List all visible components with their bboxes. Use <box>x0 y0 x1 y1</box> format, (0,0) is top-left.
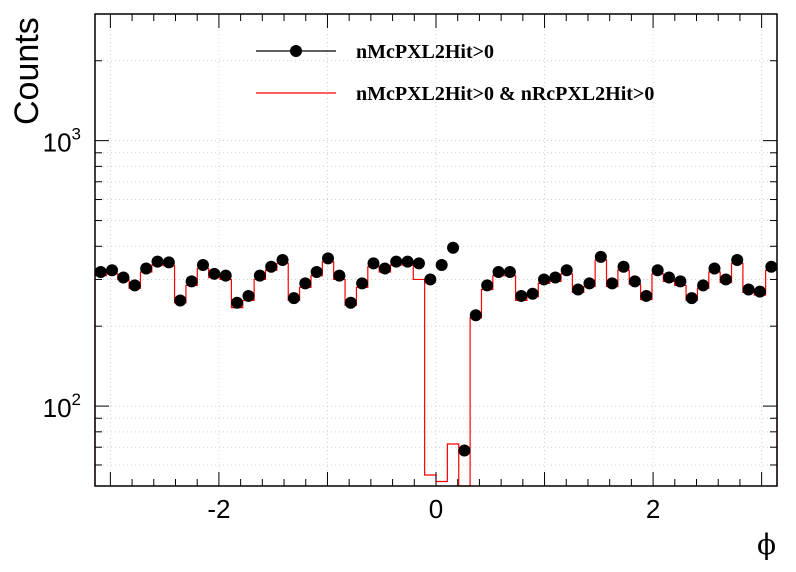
axes: -2 0 2 102 103 <box>43 13 777 524</box>
data-point <box>322 252 335 265</box>
data-point <box>685 292 698 305</box>
data-point <box>117 271 130 284</box>
x-tick-label: 0 <box>429 494 443 524</box>
data-point <box>299 277 312 290</box>
data-point <box>185 275 198 288</box>
data-point <box>356 277 369 290</box>
data-point <box>617 260 630 273</box>
data-point <box>287 292 300 305</box>
data-point <box>708 262 721 275</box>
y-tick-label: 102 <box>43 390 81 423</box>
legend-marker-dot <box>290 45 302 57</box>
data-point <box>492 266 505 279</box>
data-point <box>378 262 391 275</box>
data-point <box>697 279 710 292</box>
data-point <box>560 264 573 277</box>
data-point <box>651 264 664 277</box>
data-point <box>106 264 119 277</box>
data-point <box>219 269 232 282</box>
data-point <box>140 262 153 275</box>
data-point <box>401 255 414 268</box>
data-point <box>640 289 653 302</box>
data-point <box>435 259 448 272</box>
data-point <box>503 266 516 279</box>
data-point <box>537 273 550 286</box>
data-point <box>310 266 323 279</box>
data-point <box>481 279 494 292</box>
red-step-line <box>94 259 778 487</box>
data-point <box>253 269 266 282</box>
data-point <box>515 289 528 302</box>
x-tick-label: -2 <box>207 494 230 524</box>
data-point <box>753 285 766 298</box>
data-point <box>276 254 289 267</box>
data-point <box>162 256 175 269</box>
data-point <box>128 279 141 292</box>
data-point <box>231 296 244 309</box>
data-point <box>628 275 641 288</box>
data-point <box>731 254 744 267</box>
data-point <box>447 241 460 254</box>
data-point <box>674 275 687 288</box>
data-point <box>469 309 482 322</box>
data-point <box>606 277 619 290</box>
data-point <box>742 283 755 296</box>
y-axis-title: Counts <box>8 17 46 125</box>
series-mc-markers <box>94 241 778 457</box>
data-point <box>208 267 221 280</box>
data-point <box>412 257 425 270</box>
data-point <box>663 271 676 284</box>
data-point <box>242 289 255 302</box>
data-point <box>458 444 471 457</box>
legend-label-mc: nMcPXL2Hit>0 <box>356 41 494 63</box>
data-point <box>94 266 107 279</box>
data-point <box>765 260 778 273</box>
data-point <box>526 287 539 300</box>
data-point <box>196 259 209 272</box>
data-point <box>594 250 607 263</box>
data-point <box>572 283 585 296</box>
data-point <box>174 294 187 307</box>
series-mc-and-rc-step <box>94 259 778 487</box>
data-point <box>390 255 403 268</box>
data-point <box>265 260 278 273</box>
data-point <box>344 296 357 309</box>
legend-label-mc-and-rc: nMcPXL2Hit>0 & nRcPXL2Hit>0 <box>356 83 654 105</box>
data-point <box>151 255 164 268</box>
data-point <box>719 273 732 286</box>
y-tick-label: 103 <box>43 125 81 158</box>
data-point <box>549 271 562 284</box>
data-point <box>583 277 596 290</box>
x-axis-title: ϕ <box>757 528 776 561</box>
data-point <box>333 269 346 282</box>
x-tick-label: 2 <box>646 494 660 524</box>
data-point <box>424 273 437 286</box>
legend: nMcPXL2Hit>0 nMcPXL2Hit>0 & nRcPXL2Hit>0 <box>256 41 654 105</box>
data-point <box>367 257 380 270</box>
